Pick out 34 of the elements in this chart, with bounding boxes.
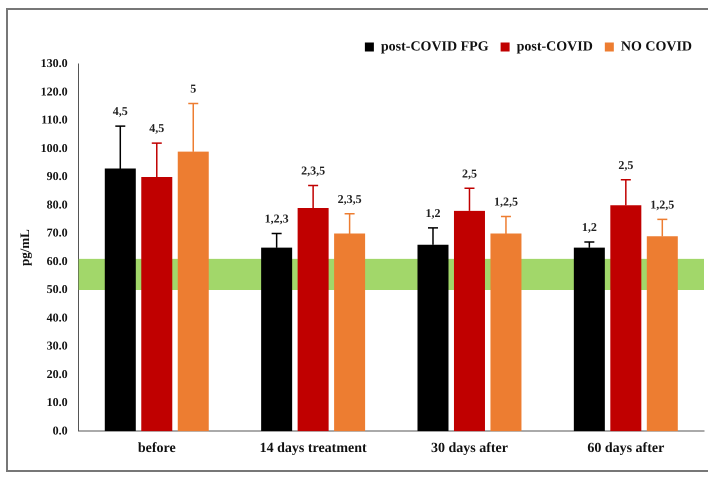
y-tick-label: 100.0	[40, 140, 68, 155]
y-tick-label: 40.0	[46, 310, 68, 324]
annotation: 2,5	[618, 158, 634, 172]
y-tick-label: 0.0	[52, 423, 68, 438]
y-tick-label: 60.0	[46, 254, 68, 268]
y-tick-label: 120.0	[40, 84, 68, 98]
x-tick-label: before	[138, 441, 176, 456]
x-tick-label: 30 days after	[430, 441, 508, 456]
x-tick-label: 14 days treatment	[260, 441, 367, 456]
annotation: 4,5	[112, 104, 128, 118]
annotation: 1,2	[425, 206, 440, 220]
y-axis-title: pg/mL	[17, 228, 32, 266]
y-tick-label: 30.0	[46, 338, 68, 353]
y-tick-label: 110.0	[41, 112, 68, 127]
y-tick-label: 10.0	[46, 395, 68, 410]
y-tick-label: 50.0	[46, 282, 68, 296]
y-tick-label: 130.0	[40, 56, 68, 70]
annotation: 1,2,5	[494, 194, 518, 209]
annotation: 1,2,5	[650, 197, 674, 212]
legend-label: NO COVID	[620, 40, 692, 55]
y-tick-label: 80.0	[46, 197, 68, 212]
annotation: 2,5	[462, 166, 477, 180]
annotation: 2,3,5	[338, 192, 362, 206]
annotation: 2,3,5	[301, 164, 326, 178]
annotation: 5	[190, 82, 196, 96]
annotation: 1,2	[582, 220, 597, 234]
y-tick-label: 70.0	[46, 226, 68, 240]
legend-label: post-COVID	[516, 40, 593, 55]
y-tick-label: 20.0	[46, 366, 68, 381]
annotation: 1,2,3	[264, 212, 289, 226]
y-tick-label: 90.0	[46, 169, 68, 184]
x-tick-label: 60 days after	[587, 441, 664, 456]
annotation: 4,5	[149, 121, 164, 136]
legend-label: post-COVID FPG	[380, 40, 489, 55]
